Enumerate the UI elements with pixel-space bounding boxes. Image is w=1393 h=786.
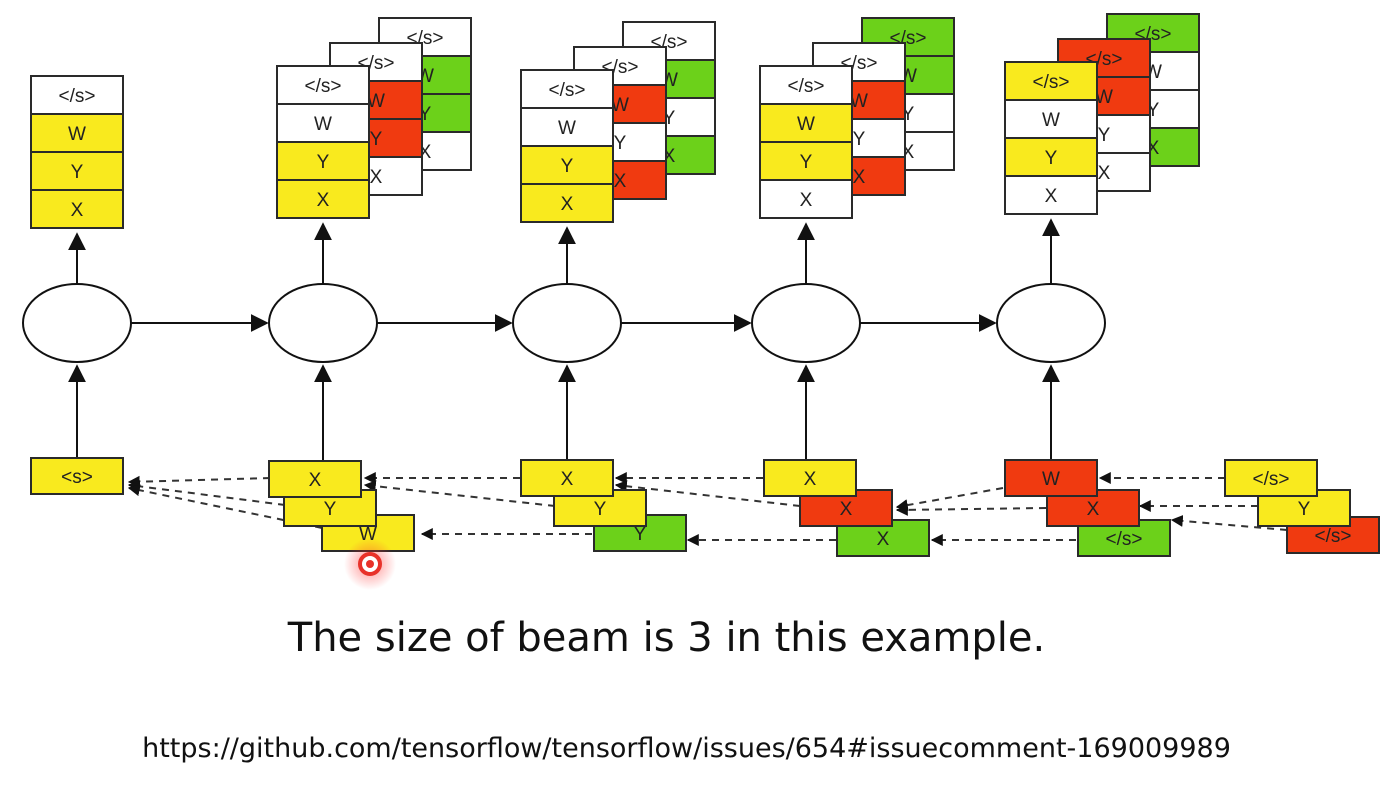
output-cell: [520, 145, 614, 185]
rnn-cell: [996, 283, 1106, 363]
token-label: X: [309, 470, 322, 491]
output-cell-label: X: [370, 167, 383, 188]
output-cell: [30, 113, 124, 153]
output-cell: [759, 141, 853, 181]
output-cell-label: </s>: [59, 86, 96, 107]
output-cell-label: Y: [853, 129, 866, 150]
output-distribution: </s>WYX: [573, 46, 667, 200]
token-label: Y: [324, 499, 337, 520]
output-cell-label: X: [853, 167, 866, 188]
input-token: <s>: [30, 457, 124, 495]
output-cell-label: X: [71, 200, 84, 221]
caption: The size of beam is 3 in this example.: [287, 615, 1046, 661]
output-cell-label: </s>: [788, 76, 825, 97]
backpointer-arrow: [127, 480, 286, 506]
input-token: X: [520, 459, 614, 497]
token-label: </s>: [1106, 529, 1143, 550]
backpointer-arrow: [1170, 514, 1288, 531]
token-box: [1224, 459, 1318, 497]
output-cell-label: X: [561, 194, 574, 215]
token-box: [268, 460, 362, 498]
final-beam-token: </s>: [1224, 459, 1318, 497]
output-cell-label: W: [1042, 110, 1060, 131]
token-label: X: [561, 469, 574, 490]
backpointer-arrow: [127, 475, 271, 488]
output-cell: [276, 179, 370, 219]
output-cell-label: X: [800, 190, 813, 211]
output-cell: [30, 189, 124, 229]
output-cell: [520, 69, 614, 109]
source-link[interactable]: https://github.com/tensorflow/tensorflow…: [142, 733, 1231, 764]
output-cell-label: Y: [370, 129, 383, 150]
token-label: X: [1087, 499, 1100, 520]
rnn-cell: [22, 283, 132, 363]
input-token: X: [763, 459, 857, 497]
output-distribution: </s> WYX: [1004, 61, 1098, 215]
token-label: W: [1042, 469, 1060, 490]
output-cell-label: W: [314, 114, 332, 135]
output-distribution: </s> WYX: [520, 69, 614, 223]
output-cell: [1004, 175, 1098, 215]
output-cell: [520, 183, 614, 223]
output-cell-label: Y: [614, 133, 627, 154]
token-label: Y: [634, 524, 647, 545]
output-distribution: </s> WYX: [759, 65, 853, 219]
recording-dot-icon: [344, 538, 396, 590]
output-cell: [1004, 137, 1098, 177]
rnn-cell: [751, 283, 861, 363]
backpointer-arrow: [363, 480, 556, 507]
output-cell-label: Y: [71, 162, 84, 183]
output-cell-label: W: [558, 118, 576, 139]
token-label: X: [840, 499, 853, 520]
output-cell-label: W: [850, 91, 868, 112]
output-cell-label: W: [367, 91, 385, 112]
output-cell-label: Y: [800, 152, 813, 173]
output-cell-label: Y: [1045, 148, 1058, 169]
input-token: W: [1004, 459, 1098, 497]
output-cell: [1004, 61, 1098, 101]
output-cell-label: W: [1095, 87, 1113, 108]
input-token: X: [268, 460, 362, 498]
token-box: [520, 459, 614, 497]
output-cell: [520, 107, 614, 147]
output-cell: [30, 151, 124, 191]
output-cell-label: W: [611, 95, 629, 116]
token-box: [763, 459, 857, 497]
output-cell-label: X: [1098, 163, 1111, 184]
backpointer-arrow: [614, 480, 801, 507]
beam-search-diagram: </s>WYX<s></s>WYX</s>WYX</s>WYXWYX</s>WY…: [22, 13, 1380, 590]
backpointer-arrow: [895, 487, 1004, 512]
output-cell-label: </s>: [549, 80, 586, 101]
output-cell: [276, 103, 370, 143]
output-cell-label: W: [797, 114, 815, 135]
output-cell-label: Y: [561, 156, 574, 177]
output-cell: [759, 179, 853, 219]
output-cell-label: </s>: [1033, 72, 1070, 93]
token-box: [30, 457, 124, 495]
output-cell-label: X: [1045, 186, 1058, 207]
output-cell-label: W: [68, 124, 86, 145]
output-cell-label: X: [317, 190, 330, 211]
token-label: <s>: [61, 467, 93, 488]
backpointer-arrow: [895, 503, 1047, 516]
token-label: </s>: [1253, 469, 1290, 490]
output-cell: [276, 141, 370, 181]
output-distribution: </s>WYX: [1057, 38, 1151, 192]
output-distribution: </s> WYX: [30, 75, 124, 229]
token-label: Y: [1298, 499, 1311, 520]
rnn-cell: [512, 283, 622, 363]
token-label: </s>: [1315, 526, 1352, 547]
output-distribution: </s> WYX: [276, 65, 370, 219]
token-label: X: [804, 469, 817, 490]
token-label: X: [877, 529, 890, 550]
token-box: [1004, 459, 1098, 497]
output-cell: [759, 65, 853, 105]
output-cell-label: X: [614, 171, 627, 192]
output-cell-label: Y: [1098, 125, 1111, 146]
rnn-cell: [268, 283, 378, 363]
output-cell-label: Y: [317, 152, 330, 173]
token-label: Y: [594, 499, 607, 520]
output-cell-label: </s>: [305, 76, 342, 97]
